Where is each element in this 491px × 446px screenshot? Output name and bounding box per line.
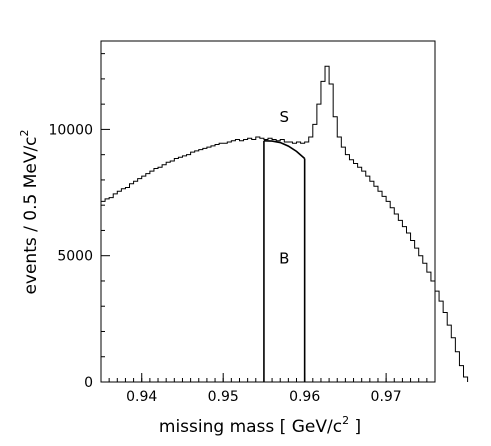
x-tick-label: 0.97	[371, 389, 402, 405]
x-tick-label: 0.94	[126, 389, 157, 405]
x-axis-label-superscript: 2	[342, 414, 349, 427]
x-axis-label-main: missing mass [ GeV/c	[159, 417, 342, 437]
y-tick-label: 0	[84, 375, 93, 391]
background-region-label: B	[279, 249, 289, 267]
y-axis-label-superscript: 2	[18, 129, 31, 136]
x-axis-label: missing mass [ GeV/c2 ]	[159, 414, 361, 437]
x-axis-label-end: ]	[349, 417, 361, 437]
plot-frame	[100, 40, 436, 383]
y-tick-label: 5000	[57, 249, 93, 265]
y-axis-label-main: events / 0.5 MeV/c	[21, 136, 41, 294]
x-tick-label: 0.95	[208, 389, 239, 405]
signal-region-label: S	[280, 108, 290, 126]
y-axis-label: events / 0.5 MeV/c2	[18, 129, 41, 294]
y-tick-label: 10000	[48, 122, 93, 138]
histogram-series	[101, 65, 469, 382]
background-curve	[263, 139, 306, 160]
ticks-layer: 0.94 0.95 0.96 0.97 0 5000 10000	[48, 53, 436, 405]
x-tick-label: 0.96	[289, 389, 320, 405]
